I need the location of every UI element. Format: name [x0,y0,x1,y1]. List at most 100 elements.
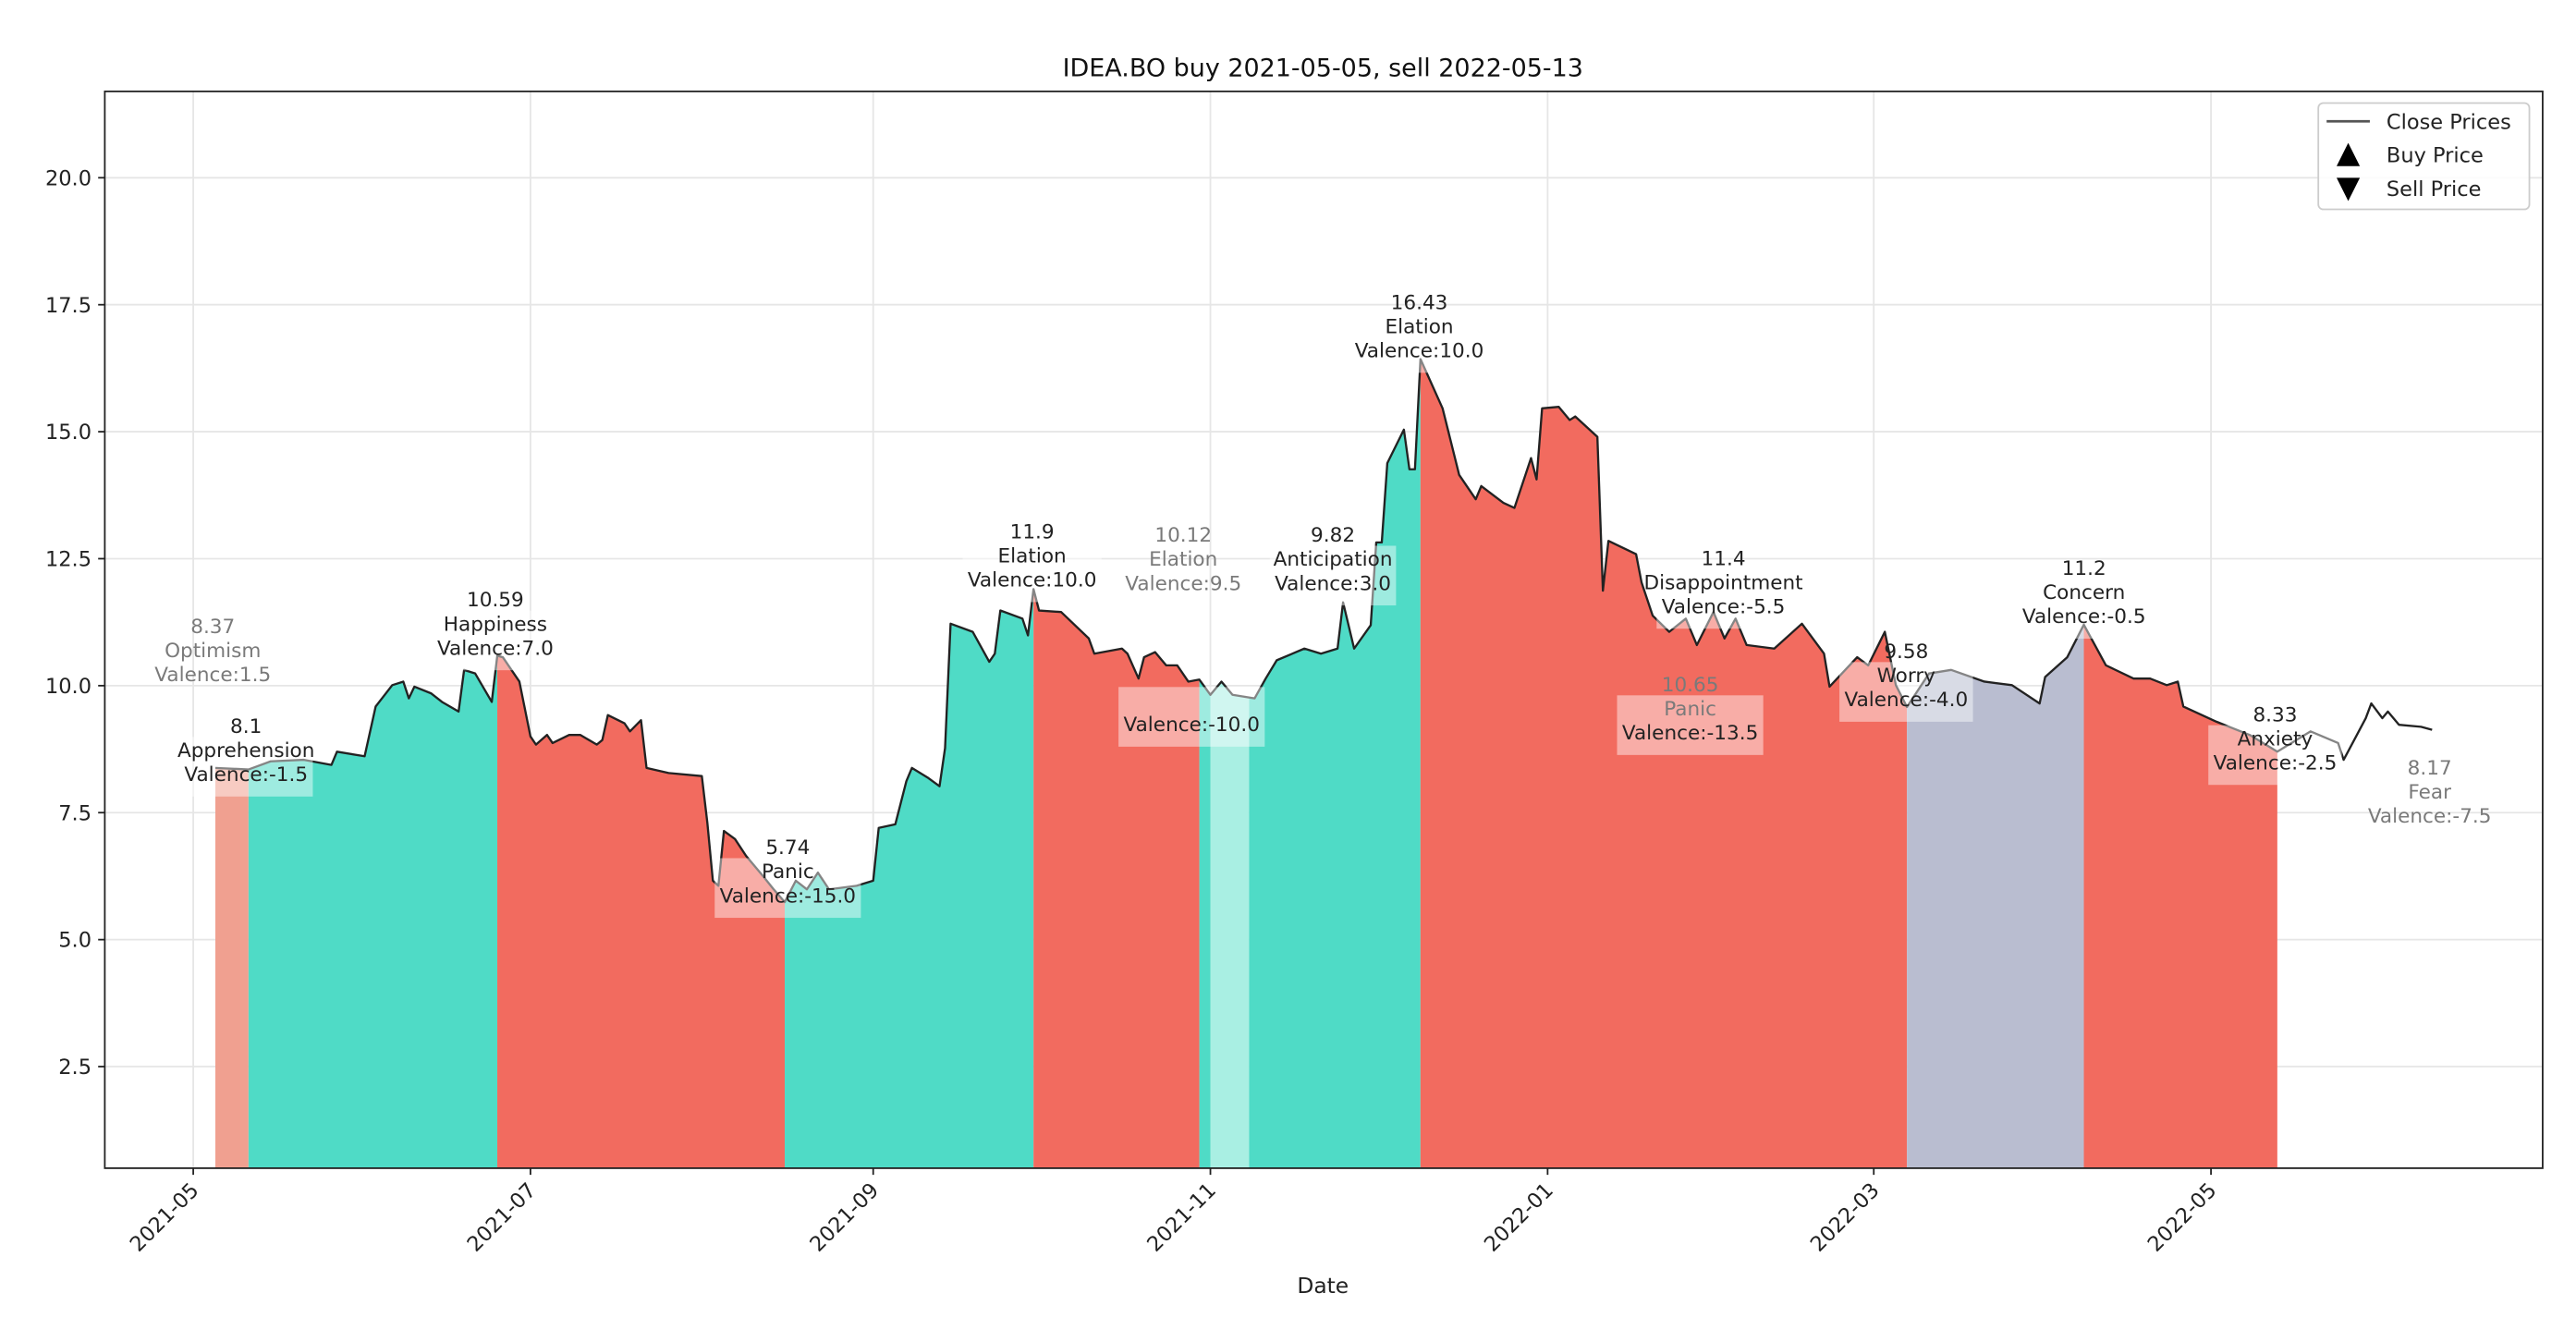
annotation-price: 10.59 [467,589,524,612]
annotation-price: 9.58 [1884,640,1928,664]
annotation-box [1617,695,1764,755]
sentiment-region [1420,359,1908,1168]
y-tick-label: 12.5 [45,548,92,572]
annotation-price: 8.17 [2408,757,2452,780]
annotation-box [1349,312,1489,373]
triangle-up-icon [2336,142,2361,166]
annotation-valence: Valence:-4.0 [1844,689,1968,712]
y-tick-label: 10.0 [45,675,92,699]
annotation-box [1656,568,1790,629]
annotation-emotion: Happiness [444,613,547,636]
annotation-price: 11.2 [2062,557,2106,580]
annotation-emotion: Optimism [165,640,261,663]
close-price-line-group [214,358,2433,904]
annotation-valence: Valence:-10.0 [1124,714,1260,737]
sentiment-region [1199,679,1211,1168]
annotation-valence: Valence:-0.5 [2022,605,2146,628]
annotations: 8.37OptimismValence:1.58.1ApprehensionVa… [154,291,2492,919]
annotation-box [2017,579,2151,640]
close-price-line [214,358,2433,904]
annotation: Valence:-10.0 [1118,687,1265,747]
y-tick-label: 7.5 [58,801,92,825]
annotation-valence: Valence:3.0 [1275,572,1391,595]
annotation-valence: Valence:10.0 [968,569,1097,592]
annotation-emotion: Worry [1877,665,1936,688]
annotation-valence: Valence:-5.5 [1662,595,1786,618]
annotation-valence: Valence:-15.0 [720,884,856,908]
annotation-box [432,610,559,671]
y-tick-label: 5.0 [58,929,92,953]
annotation-box [714,858,861,919]
sentiment-region [785,589,1034,1168]
annotation-valence: Valence:-1.5 [184,763,308,787]
legend: Close Prices Buy Price Sell Price [2317,102,2531,211]
annotation-price: 8.37 [190,616,235,639]
annotation-valence: Valence:10.0 [1355,340,1484,363]
annotation-price: 5.74 [765,836,810,860]
annotation-price: 16.43 [1391,291,1448,314]
annotation-emotion: Panic [762,860,814,884]
legend-sell-price: Sell Price [2387,177,2482,201]
legend-box [2317,102,2531,211]
annotation-price: 11.9 [1010,521,1055,544]
annotation-emotion: Elation [1385,315,1453,338]
annotation-box [178,737,313,797]
sentiment-region [248,655,498,1168]
sentiment-regions [214,359,2277,1168]
annotation-emotion: Elation [998,545,1067,568]
sentiment-region [1210,681,1250,1168]
annotation-price: 11.4 [1702,547,1746,570]
x-axis-label: Date [1297,1273,1349,1299]
annotation-price: 8.33 [2252,703,2297,726]
chart-title: IDEA.BO buy 2021-05-05, sell 2022-05-13 [1063,55,1583,83]
annotation-price: 8.1 [230,715,262,738]
annotation-valence: Valence:-2.5 [2214,751,2338,775]
annotation-price: 10.12 [1154,524,1212,547]
annotation-emotion: Elation [1149,548,1217,571]
annotation-valence: Valence:7.0 [437,637,554,660]
annotation-box [962,542,1102,603]
y-tick-label: 20.0 [45,166,92,190]
annotation-emotion: Anticipation [1274,548,1393,571]
annotation-emotion: Anxiety [2238,727,2314,750]
annotation-price: 9.82 [1311,524,1355,547]
y-tick-label: 17.5 [45,294,92,318]
y-axis: 2.5 5.0 7.5 10.0 12.5 15.0 17.5 20.0 [45,166,105,1080]
annotation-valence: Valence:9.5 [1125,572,1241,595]
annotation-box [1269,545,1397,606]
y-tick-label: 15.0 [45,421,92,445]
annotation-emotion: Disappointment [1643,571,1802,594]
annotation-emotion: Fear [2408,781,2451,804]
sentiment-region [497,655,786,1168]
sentiment-region [2083,624,2277,1168]
annotation-emotion: Apprehension [177,739,314,762]
triangle-down-icon [2336,177,2361,201]
y-tick-label: 2.5 [58,1055,92,1080]
annotation-price: 10.65 [1662,674,1719,697]
legend-close-prices: Close Prices [2387,110,2511,134]
sentiment-region [1249,359,1421,1168]
sentiment-region [1033,589,1200,1168]
annotation-box [2208,725,2342,786]
annotation-emotion: Panic [1664,698,1716,721]
plot-frame [104,90,2544,1169]
annotation-box [1118,687,1265,747]
annotation-valence: Valence:-7.5 [2368,805,2492,828]
annotation-box [1839,662,1973,722]
annotation-valence: Valence:1.5 [154,664,271,687]
annotation-valence: Valence:-13.5 [1622,722,1758,745]
